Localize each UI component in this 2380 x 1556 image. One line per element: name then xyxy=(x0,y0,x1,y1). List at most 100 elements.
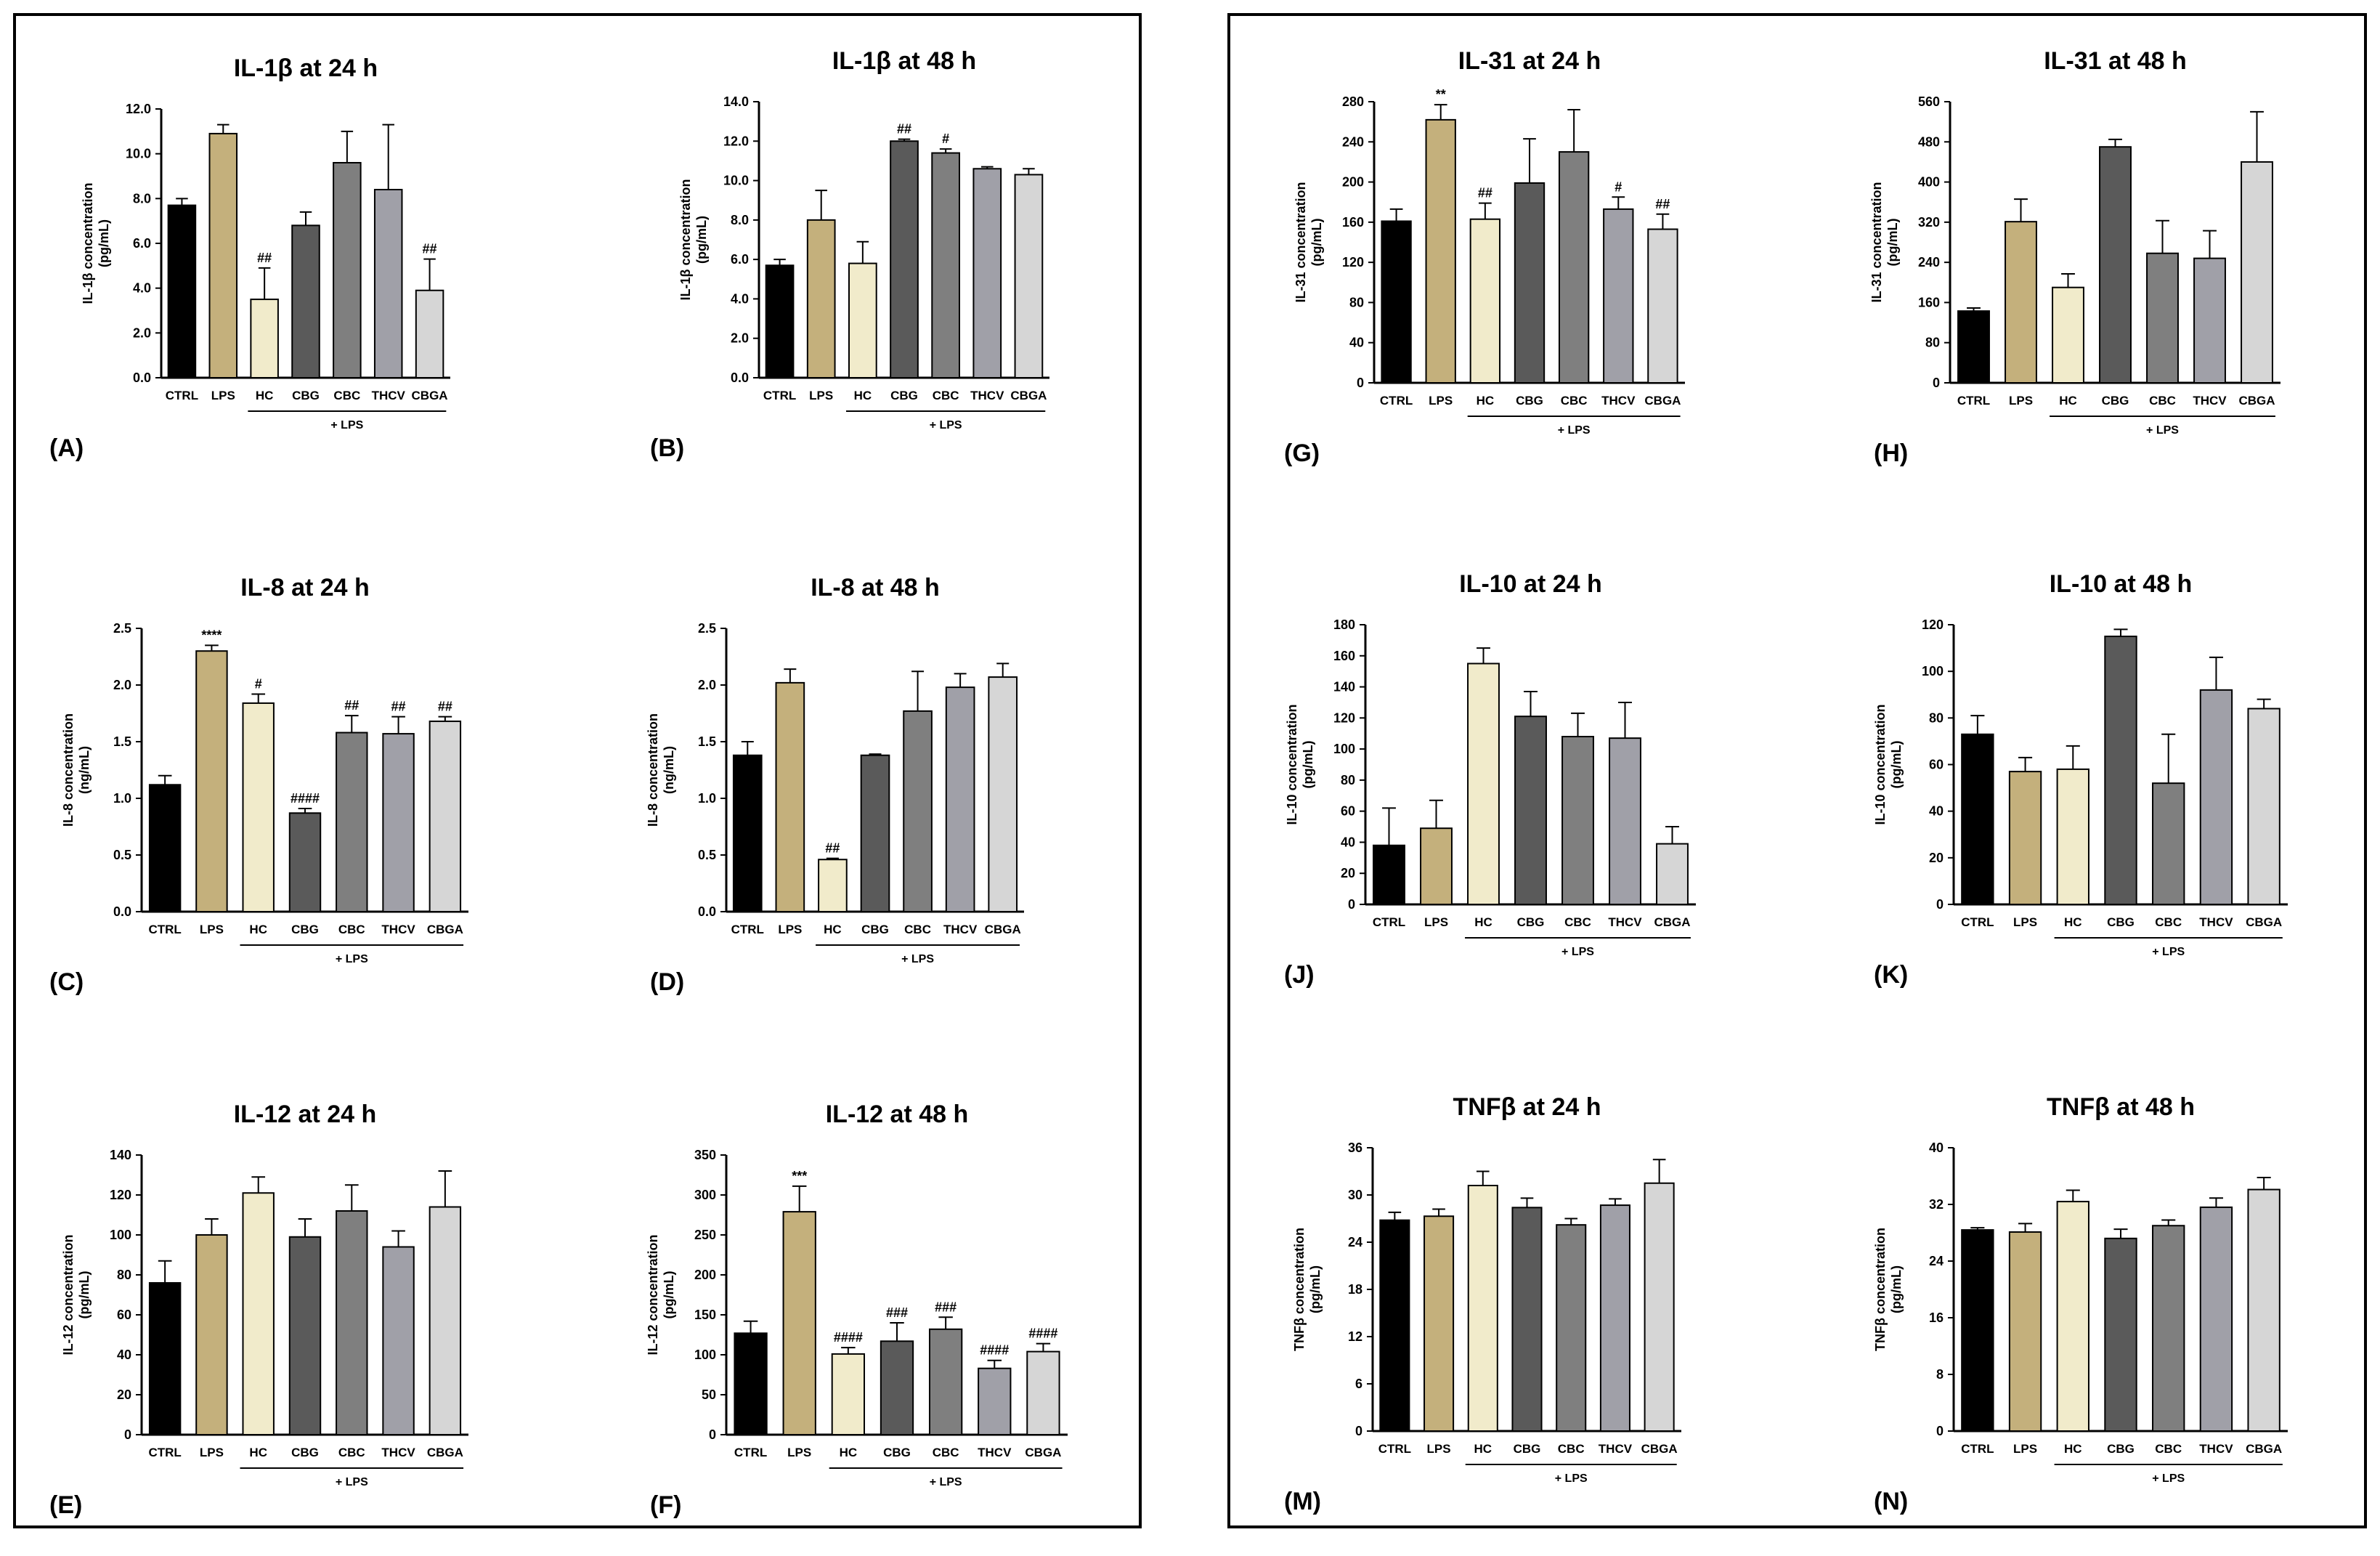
y-tick-label: 0 xyxy=(1355,1424,1362,1438)
bar-thcv xyxy=(2193,257,2226,384)
x-tick-label: LPS xyxy=(2013,915,2037,929)
y-axis-label: TNFβ concentration (pg/mL) xyxy=(1292,1228,1323,1351)
x-tick-label: CBG xyxy=(1517,915,1545,929)
bar-cbg xyxy=(1514,182,1546,384)
x-tick-label: THCV xyxy=(1608,915,1642,929)
bar-cbc xyxy=(928,1328,963,1436)
bar-thcv xyxy=(373,189,403,378)
y-tick-label: 50 xyxy=(702,1387,716,1402)
y-tick-label: 160 xyxy=(1333,649,1355,663)
y-tick-label: 16 xyxy=(1929,1310,1944,1325)
y-tick-label: 14.0 xyxy=(723,94,749,109)
bar-cbg xyxy=(288,1236,322,1435)
x-tick-label: LPS xyxy=(778,923,802,936)
x-tick-label: LPS xyxy=(200,1446,224,1459)
bar-cbga xyxy=(2247,708,2281,905)
x-tick-label: CBG xyxy=(861,923,889,936)
bar-lps xyxy=(1425,118,1456,384)
x-tick-label: LPS xyxy=(1429,394,1453,408)
x-tick-label: CBC xyxy=(933,389,959,402)
x-tick-label: CBGA xyxy=(1654,915,1690,929)
y-tick-label: 2.0 xyxy=(133,325,151,340)
bar-cbc xyxy=(1556,1224,1587,1432)
x-tick-label: CBGA xyxy=(412,389,448,402)
chart-title: TNFβ at 48 h xyxy=(2047,1093,2195,1121)
lps-group-label: + LPS xyxy=(901,953,934,965)
x-tick-label: HC xyxy=(256,389,274,402)
bar-ctrl xyxy=(1957,310,1990,384)
x-tick-label: LPS xyxy=(200,923,224,936)
chart-panel-G: IL-31 at 24 h IL-31 concentration (pg/mL) 0… xyxy=(1284,47,1685,467)
y-tick-label: 100 xyxy=(110,1228,131,1242)
x-tick-label: CBC xyxy=(1561,394,1588,408)
y-tick-label: 10.0 xyxy=(126,147,151,161)
y-tick-label: 0.5 xyxy=(698,848,716,862)
x-tick-label: THCV xyxy=(2199,915,2233,929)
significance-label: ## xyxy=(897,122,911,137)
panel-label: (B) xyxy=(650,434,684,462)
bar-hc xyxy=(831,1353,866,1436)
x-tick-label: CBG xyxy=(2102,394,2129,408)
bar-ctrl xyxy=(1379,1219,1410,1432)
bar-lps xyxy=(195,650,228,912)
x-tick-label: CBG xyxy=(890,389,918,402)
lps-group-label: + LPS xyxy=(2152,1472,2185,1485)
bar-ctrl xyxy=(734,1332,768,1436)
y-axis-label-line1: IL-1β concentration xyxy=(678,179,693,300)
y-tick-label: 350 xyxy=(694,1148,716,1162)
bar-cbga xyxy=(1656,843,1689,906)
x-tick-label: CBGA xyxy=(1010,389,1047,402)
significance-label: ## xyxy=(1478,186,1492,200)
y-axis-label: IL-10 concentration (pg/mL) xyxy=(1873,704,1904,824)
y-tick-label: 1.5 xyxy=(113,734,131,749)
y-axis-label-line2: (pg/mL) xyxy=(662,1271,676,1319)
x-tick-label: CBGA xyxy=(427,923,463,936)
y-tick-label: 2.0 xyxy=(698,678,716,692)
chart-title: IL-8 at 48 h xyxy=(811,574,940,601)
y-tick-label: 240 xyxy=(1342,134,1364,149)
bar-cbg xyxy=(288,812,322,913)
panel-label: (J) xyxy=(1284,961,1315,989)
panel-label: (G) xyxy=(1284,439,1320,467)
y-axis-label: TNFβ concentration (pg/mL) xyxy=(1873,1228,1904,1351)
y-tick-label: 160 xyxy=(1918,295,1940,309)
y-tick-label: 12 xyxy=(1348,1329,1362,1344)
x-tick-label: CBGA xyxy=(2238,394,2275,408)
lps-group-label: + LPS xyxy=(1561,946,1594,958)
chart-panel-D: IL-8 at 48 h IL-8 concentration (ng/mL) 0.0… xyxy=(646,574,1024,996)
y-tick-label: 6 xyxy=(1355,1377,1362,1391)
y-tick-label: 20 xyxy=(1929,851,1944,865)
bar-lps xyxy=(2008,771,2042,905)
bar-cbg xyxy=(291,224,320,379)
lps-group-label: + LPS xyxy=(930,1476,962,1488)
y-axis-label-line1: IL-10 concentration xyxy=(1285,704,1299,824)
chart-title: IL-12 at 24 h xyxy=(234,1101,377,1128)
y-tick-label: 60 xyxy=(117,1308,131,1322)
lps-group-label: + LPS xyxy=(2146,424,2179,437)
x-tick-label: THCV xyxy=(372,389,406,402)
y-tick-label: 480 xyxy=(1918,134,1940,149)
y-tick-label: 80 xyxy=(117,1268,131,1282)
y-axis-label: IL-1β concentration (pg/mL) xyxy=(678,179,709,300)
bar-cbga xyxy=(1014,174,1044,379)
bar-cbg xyxy=(860,754,890,912)
y-axis-label-line2: (ng/mL) xyxy=(662,746,676,794)
y-axis-label-line1: IL-12 concentration xyxy=(646,1234,660,1355)
panel-label: (E) xyxy=(49,1491,82,1519)
bar-hc xyxy=(848,262,877,379)
y-axis-label: IL-10 concentration (pg/mL) xyxy=(1285,704,1315,824)
y-tick-label: 180 xyxy=(1333,617,1355,632)
bar-hc xyxy=(1467,1185,1498,1432)
x-tick-label: CBC xyxy=(2155,915,2182,929)
bar-cbg xyxy=(2099,146,2132,384)
bar-cbga xyxy=(429,720,462,912)
bar-lps xyxy=(775,681,805,912)
y-tick-label: 60 xyxy=(1929,758,1944,772)
chart-title: IL-1β at 48 h xyxy=(832,47,976,75)
y-axis-label: IL-1β concentration (pg/mL) xyxy=(81,182,111,304)
bar-cbga xyxy=(415,289,444,378)
significance-label: ## xyxy=(423,242,437,256)
y-tick-label: 0.0 xyxy=(133,370,151,385)
bar-cbg xyxy=(1511,1207,1543,1433)
lps-group-label: + LPS xyxy=(336,1476,368,1488)
